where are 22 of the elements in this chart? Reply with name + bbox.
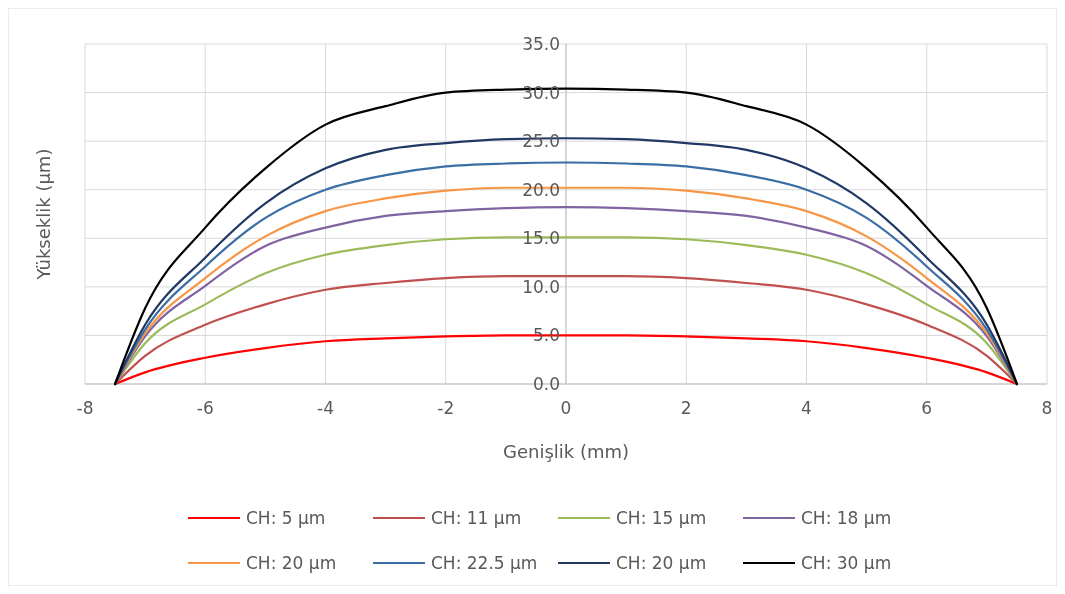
legend-label: CH: 5 µm <box>246 507 326 528</box>
x-tick-label: 2 <box>680 398 692 418</box>
x-tick-label: -8 <box>76 398 94 418</box>
x-tick-label: 6 <box>921 398 933 418</box>
legend-label: CH: 30 µm <box>801 552 892 573</box>
y-axis-title: Yükseklik (µm) <box>33 148 54 281</box>
legend-label: CH: 20 µm <box>246 552 337 573</box>
legend-label: CH: 15 µm <box>616 507 707 528</box>
legend-label: CH: 20 µm <box>616 552 707 573</box>
x-axis-title: Genişlik (mm) <box>502 441 630 462</box>
x-tick-label: -4 <box>317 398 334 418</box>
x-tick-label: 8 <box>1041 398 1053 418</box>
legend-label: CH: 18 µm <box>801 507 892 528</box>
x-tick-label: 4 <box>801 398 812 418</box>
y-tick-label: 10.0 <box>522 276 560 297</box>
x-tick-label: -2 <box>437 398 455 418</box>
x-tick-label: -6 <box>196 398 214 418</box>
y-tick-label: 0.0 <box>532 373 560 394</box>
y-tick-label: 35.0 <box>522 33 560 54</box>
legend-label: CH: 22.5 µm <box>431 552 538 573</box>
legend-label: CH: 11 µm <box>431 507 522 528</box>
x-tick-label: 0 <box>560 398 572 418</box>
